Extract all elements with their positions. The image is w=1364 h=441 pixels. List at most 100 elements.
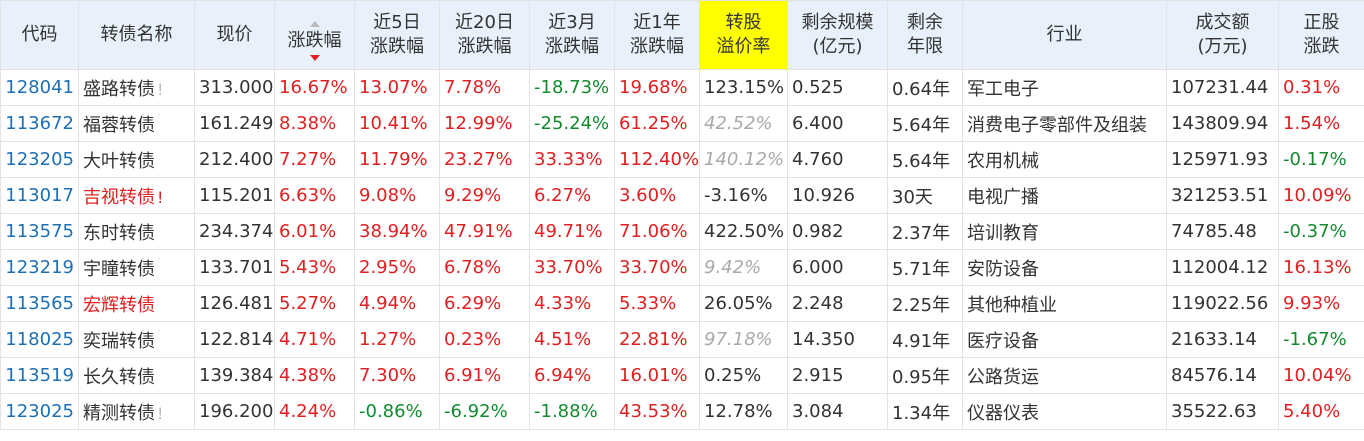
table-row[interactable]: 123205 大叶转债 212.400 7.27% 11.79% 23.27% 33.33%…: [0, 141, 1364, 178]
table-row[interactable]: 123219 宇瞳转债 133.701 5.43% 2.95% 6.78% 33.70% 33…: [0, 249, 1364, 286]
column-header-stock[interactable]: 正股 涨跌: [1278, 0, 1364, 70]
column-header-volume[interactable]: 成交额 (万元): [1166, 0, 1279, 70]
cell-volume: 21633.14: [1166, 321, 1279, 358]
column-header-chg1y[interactable]: 近1年 涨跌幅: [614, 0, 700, 70]
code-value: 113575: [5, 221, 74, 242]
name-value: 吉视转债: [83, 186, 155, 208]
premium-value: 26.05%: [704, 293, 773, 314]
sort-asc-icon[interactable]: [309, 20, 320, 27]
table-row[interactable]: 118025 奕瑞转债 122.814 4.71% 1.27% 0.23% 4.51% 22.…: [0, 321, 1364, 358]
cell-name[interactable]: 吉视转债!: [78, 177, 195, 214]
cell-years: 1.34年: [887, 393, 963, 430]
price-value: 139.384: [199, 365, 274, 386]
column-header-chg3m[interactable]: 近3月 涨跌幅: [529, 0, 615, 70]
name-value: 宏辉转债: [83, 294, 155, 316]
cell-industry: 安防设备: [962, 249, 1167, 286]
cell-code[interactable]: 113565: [0, 285, 79, 322]
cell-name[interactable]: 精测转债!: [78, 393, 195, 430]
cell-code[interactable]: 128041: [0, 69, 79, 106]
cell-volume: 84576.14: [1166, 357, 1279, 394]
cell-chg5: 2.95%: [354, 249, 440, 286]
cell-name[interactable]: 福蓉转债: [78, 105, 195, 142]
cell-stock: 5.40%: [1278, 393, 1364, 430]
industry-value: 其他种植业: [967, 294, 1057, 316]
cell-name[interactable]: 大叶转债: [78, 141, 195, 178]
chg-value: 4.71%: [279, 329, 337, 350]
cell-name[interactable]: 奕瑞转债: [78, 321, 195, 358]
years-value: 5.64年: [892, 150, 951, 172]
column-header-chg20[interactable]: 近20日 涨跌幅: [439, 0, 530, 70]
chg1y-value: 112.40%: [619, 149, 700, 170]
volume-value: 321253.51: [1171, 185, 1269, 206]
chg5-value: 4.94%: [359, 293, 417, 314]
cell-code[interactable]: 123219: [0, 249, 79, 286]
cell-volume: 107231.44: [1166, 69, 1279, 106]
scale-value: 3.084: [792, 401, 844, 422]
cell-chg5: 11.79%: [354, 141, 440, 178]
industry-value: 仪器仪表: [967, 402, 1039, 424]
cell-chg: 6.63%: [274, 177, 355, 214]
cell-name[interactable]: 宇瞳转债: [78, 249, 195, 286]
column-header-price[interactable]: 现价: [194, 0, 275, 70]
cell-code[interactable]: 113017: [0, 177, 79, 214]
column-header-code[interactable]: 代码: [0, 0, 79, 70]
cell-name[interactable]: 盛路转债!: [78, 69, 195, 106]
cell-stock: 16.13%: [1278, 249, 1364, 286]
column-header-label: 年限: [907, 36, 943, 57]
cell-code[interactable]: 123025: [0, 393, 79, 430]
chg-value: 6.63%: [279, 185, 337, 206]
chg3m-value: 4.51%: [534, 329, 592, 350]
industry-value: 培训教育: [967, 222, 1039, 244]
years-value: 1.34年: [892, 402, 951, 424]
cell-code[interactable]: 113519: [0, 357, 79, 394]
cell-chg20: 12.99%: [439, 105, 530, 142]
table-row[interactable]: 113575 东时转债 234.374 6.01% 38.94% 47.91% 49.71%…: [0, 213, 1364, 250]
code-value: 128041: [5, 77, 74, 98]
column-header-label: 溢价率: [716, 36, 771, 57]
chg3m-value: 33.33%: [534, 149, 603, 170]
column-header-scale[interactable]: 剩余规模 (亿元): [787, 0, 888, 70]
column-header-industry[interactable]: 行业: [962, 0, 1167, 70]
cell-name[interactable]: 东时转债: [78, 213, 195, 250]
column-header-premium[interactable]: 转股 溢价率: [699, 0, 788, 70]
column-header-chg5[interactable]: 近5日 涨跌幅: [354, 0, 440, 70]
table-row[interactable]: 113017 吉视转债! 115.201 6.63% 9.08% 9.29% 6.27% 3.…: [0, 177, 1364, 214]
column-header-chg[interactable]: 涨跌幅: [274, 0, 355, 70]
cell-code[interactable]: 113575: [0, 213, 79, 250]
chg20-value: 6.29%: [444, 293, 502, 314]
column-header-name[interactable]: 转债名称: [78, 0, 195, 70]
table-row[interactable]: 123025 精测转债! 196.200 4.24% -0.86% -6.92% -1.88…: [0, 393, 1364, 430]
sort-desc-icon[interactable]: [309, 54, 320, 61]
cell-stock: -0.37%: [1278, 213, 1364, 250]
cell-industry: 培训教育: [962, 213, 1167, 250]
name-value: 宇瞳转债: [83, 258, 155, 280]
cell-chg1y: 43.53%: [614, 393, 700, 430]
table-row[interactable]: 113519 长久转债 139.384 4.38% 7.30% 6.91% 6.94% 16.…: [0, 357, 1364, 394]
cell-stock: 10.04%: [1278, 357, 1364, 394]
cell-chg3m: 6.27%: [529, 177, 615, 214]
cell-price: 133.701: [194, 249, 275, 286]
chg1y-value: 5.33%: [619, 293, 677, 314]
cell-code[interactable]: 113672: [0, 105, 79, 142]
cell-scale: 0.982: [787, 213, 888, 250]
premium-value: 97.18%: [704, 329, 773, 350]
cell-years: 2.25年: [887, 285, 963, 322]
industry-value: 消费电子零部件及组装: [967, 114, 1147, 136]
cell-premium: 9.42%: [699, 249, 788, 286]
price-value: 313.000: [199, 77, 274, 98]
cell-name[interactable]: 长久转债: [78, 357, 195, 394]
cell-years: 5.64年: [887, 141, 963, 178]
table-row[interactable]: 128041 盛路转债! 313.000 16.67% 13.07% 7.78% -18.7…: [0, 69, 1364, 106]
chg5-value: 11.79%: [359, 149, 428, 170]
cell-code[interactable]: 123205: [0, 141, 79, 178]
cell-name[interactable]: 宏辉转债: [78, 285, 195, 322]
cell-chg3m: 4.51%: [529, 321, 615, 358]
table-row[interactable]: 113672 福蓉转债 161.249 8.38% 10.41% 12.99% -25.24…: [0, 105, 1364, 142]
volume-value: 143809.94: [1171, 113, 1269, 134]
cell-code[interactable]: 118025: [0, 321, 79, 358]
column-header-years[interactable]: 剩余 年限: [887, 0, 963, 70]
warning-mark-icon: !: [157, 79, 164, 99]
chg-value: 4.24%: [279, 401, 337, 422]
years-value: 2.25年: [892, 294, 951, 316]
table-row[interactable]: 113565 宏辉转债 126.481 5.27% 4.94% 6.29% 4.33% 5.3…: [0, 285, 1364, 322]
